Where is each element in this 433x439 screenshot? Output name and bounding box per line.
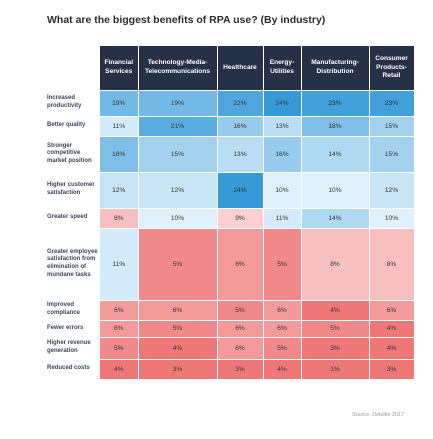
heatmap-cell: 18% bbox=[100, 135, 139, 172]
heatmap-cell: 4% bbox=[263, 358, 302, 379]
heatmap-cell: 4% bbox=[369, 336, 415, 359]
heatmap-cell: 19% bbox=[100, 89, 139, 116]
heatmap-cell: 18% bbox=[301, 115, 370, 136]
row-label: Greater speed bbox=[47, 207, 100, 228]
heatmap-cell: 5% bbox=[100, 336, 139, 359]
heatmap-cell: 6% bbox=[217, 336, 264, 359]
heatmap-cell: 11% bbox=[263, 207, 302, 228]
heatmap-cell: 14% bbox=[301, 207, 370, 228]
heatmap-cell: 5% bbox=[263, 336, 302, 359]
heatmap-row: Greater employee satisfaction from elimi… bbox=[47, 227, 415, 300]
heatmap-cell: 5% bbox=[263, 227, 302, 300]
heatmap-cell: 14% bbox=[301, 135, 370, 172]
heatmap-cell: 10% bbox=[138, 207, 218, 228]
heatmap-cell: 23% bbox=[369, 89, 415, 116]
heatmap-cell: 8% bbox=[301, 227, 370, 300]
heatmap-cell: 6% bbox=[263, 319, 302, 337]
heatmap-cell: 24% bbox=[217, 171, 264, 208]
column-header-row: Financial Services Technology-Media-Telec… bbox=[47, 46, 415, 90]
heatmap-cell: 8% bbox=[100, 207, 139, 228]
heatmap-cell: 8% bbox=[369, 227, 415, 300]
chart-title: What are the biggest benefits of RPA use… bbox=[47, 14, 326, 26]
column-header: Energy-Utilities bbox=[263, 46, 302, 90]
heatmap-cell: 5% bbox=[138, 319, 218, 337]
heatmap-cell: 13% bbox=[263, 115, 302, 136]
heatmap-cell: 22% bbox=[217, 89, 264, 116]
heatmap-cell: 12% bbox=[369, 171, 415, 208]
heatmap-cell: 13% bbox=[217, 135, 264, 172]
heatmap-cell: 11% bbox=[100, 115, 139, 136]
heatmap-cell: 16% bbox=[217, 115, 264, 136]
row-label: Higher revenue generation bbox=[47, 336, 100, 359]
row-label: Increased productivity bbox=[47, 89, 100, 116]
corner-cell bbox=[47, 46, 100, 90]
heatmap-cell: 4% bbox=[369, 319, 415, 337]
heatmap-cell: 3% bbox=[138, 358, 218, 379]
heatmap-row: Improved compliance 6% 6% 5% 6% 4% 6% bbox=[47, 299, 415, 320]
heatmap-cell: 4% bbox=[301, 299, 370, 320]
heatmap-cell: 5% bbox=[217, 299, 264, 320]
heatmap-cell: 6% bbox=[263, 299, 302, 320]
heatmap-row: Increased productivity 19% 19% 22% 24% 23% 23% bbox=[47, 89, 415, 116]
row-label: Reduced costs bbox=[47, 358, 100, 379]
column-header: Consumer Products-Retail bbox=[369, 46, 415, 90]
heatmap-cell: 10% bbox=[301, 171, 370, 208]
heatmap-cell: 4% bbox=[138, 336, 218, 359]
column-header: Financial Services bbox=[100, 46, 139, 90]
row-label: Higher customer satisfaction bbox=[47, 171, 100, 208]
heatmap-cell: 19% bbox=[138, 89, 218, 116]
heatmap-cell: 16% bbox=[263, 135, 302, 172]
heatmap-cell: 3% bbox=[301, 336, 370, 359]
heatmap-cell: 3% bbox=[369, 358, 415, 379]
heatmap-body: Increased productivity 19% 19% 22% 24% 23% 23%… bbox=[47, 89, 415, 379]
heatmap-row: Higher revenue generation 5% 4% 6% 5% 3% 4% bbox=[47, 336, 415, 359]
heatmap-cell: 6% bbox=[217, 227, 264, 300]
heatmap-cell: 4% bbox=[100, 358, 139, 379]
heatmap-cell: 15% bbox=[369, 115, 415, 136]
heatmap-cell: 1% bbox=[301, 358, 370, 379]
heatmap-cell: 6% bbox=[138, 299, 218, 320]
heatmap-cell: 10% bbox=[369, 207, 415, 228]
heatmap-table: Financial Services Technology-Media-Telec… bbox=[47, 46, 415, 379]
row-label: Stronger competitive market position bbox=[47, 135, 100, 172]
heatmap-cell: 6% bbox=[100, 319, 139, 337]
row-label: Improved compliance bbox=[47, 299, 100, 320]
row-label: Better quality bbox=[47, 115, 100, 136]
column-header: Healthcare bbox=[217, 46, 264, 90]
heatmap-row: Fewer errors 6% 5% 6% 6% 5% 4% bbox=[47, 319, 415, 337]
heatmap-cell: 21% bbox=[138, 115, 218, 136]
heatmap-cell: 5% bbox=[138, 227, 218, 300]
column-header: Technology-Media-Telecommunications bbox=[138, 46, 218, 90]
heatmap-cell: 6% bbox=[100, 299, 139, 320]
heatmap-cell: 5% bbox=[301, 319, 370, 337]
heatmap-cell: 10% bbox=[263, 171, 302, 208]
heatmap-cell: 6% bbox=[369, 299, 415, 320]
heatmap-row: Better quality 11% 21% 16% 13% 18% 15% bbox=[47, 115, 415, 136]
heatmap-row: Greater speed 8% 10% 9% 11% 14% 10% bbox=[47, 207, 415, 228]
heatmap-row: Higher customer satisfaction 12% 12% 24% 10%… bbox=[47, 171, 415, 208]
heatmap-cell: 12% bbox=[138, 171, 218, 208]
heatmap-row: Reduced costs 4% 3% 3% 4% 1% 3% bbox=[47, 358, 415, 379]
row-label: Fewer errors bbox=[47, 319, 100, 337]
heatmap-cell: 11% bbox=[100, 227, 139, 300]
heatmap-cell: 15% bbox=[138, 135, 218, 172]
source-note: Source: Deloitte 2017 bbox=[352, 412, 404, 418]
row-label: Greater employee satisfaction from elimi… bbox=[47, 227, 100, 300]
heatmap-cell: 3% bbox=[217, 358, 264, 379]
heatmap-cell: 12% bbox=[100, 171, 139, 208]
heatmap-cell: 15% bbox=[369, 135, 415, 172]
heatmap-cell: 24% bbox=[263, 89, 302, 116]
heatmap-cell: 23% bbox=[301, 89, 370, 116]
heatmap-row: Stronger competitive market position 18% 1… bbox=[47, 135, 415, 172]
heatmap-cell: 9% bbox=[217, 207, 264, 228]
heatmap-cell: 6% bbox=[217, 319, 264, 337]
column-header: Manufacturing-Distribution bbox=[301, 46, 370, 90]
